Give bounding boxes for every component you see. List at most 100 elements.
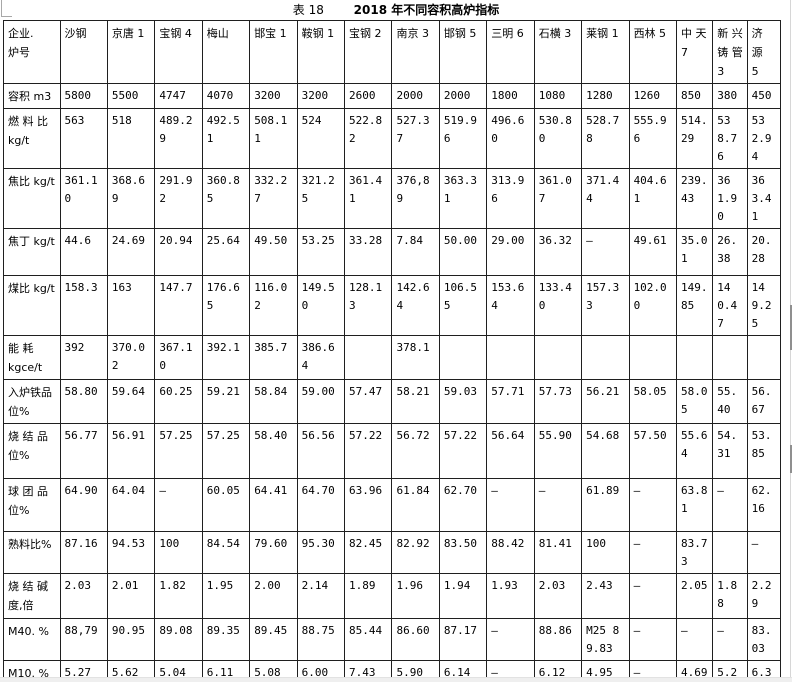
cell [344,335,393,380]
cell: 82.45 [344,531,393,574]
column-header: 宝钢 2 [344,20,393,84]
page-edge-corner-mark [1,0,12,17]
cell: 56.56 [296,423,346,479]
column-header: 鞍钢 1 [296,20,346,84]
cell: 380 [712,83,748,109]
cell: – [628,660,677,682]
cell: 376,89 [391,168,440,229]
cell: 61.84 [391,478,440,532]
cell: 367.10 [154,335,203,380]
cell: – [628,478,677,532]
cell: 4070 [201,83,251,109]
cell: 508.11 [249,108,298,169]
cell: 1260 [628,83,677,109]
column-header: 沙钢 [59,20,108,84]
cell: 56.91 [106,423,156,479]
cell: 850 [675,83,714,109]
cell: 1.95 [201,573,251,619]
cell [486,335,535,380]
cell: 2.14 [296,573,346,619]
cell: 7.43 [344,660,393,682]
cell: 62.16 [746,478,782,532]
cell: 57.71 [486,379,535,424]
cell: 363.41 [746,168,782,229]
scrollbar-mark[interactable] [790,445,792,473]
cell: – [486,478,535,532]
cell: 492.51 [201,108,251,169]
cell: 88.86 [533,618,583,661]
cell: 2600 [344,83,393,109]
cell: 519.96 [438,108,488,169]
cell: 20.94 [154,228,203,276]
cell: 147.7 [154,275,203,336]
cell: 378.1 [391,335,440,380]
cell: 527.37 [391,108,440,169]
cell: 81.41 [533,531,583,574]
cell: 1.82 [154,573,203,619]
cell: 62.70 [438,478,488,532]
row-label: 入炉铁品 位% [3,379,61,424]
cell: 404.61 [628,168,677,229]
column-header: 新 兴 铸 管 3 [712,20,748,84]
cell: 58.84 [249,379,298,424]
cell: 90.95 [106,618,156,661]
cell: 61.89 [581,478,630,532]
cell: 142.64 [391,275,440,336]
cell: 87.17 [438,618,488,661]
cell [438,335,488,380]
column-header: 莱钢 1 [581,20,630,84]
cell: 63.81 [675,478,714,532]
cell: 59.64 [106,379,156,424]
cell: M25 89.83 [581,618,630,661]
cell: 64.70 [296,478,346,532]
cell: 64.90 [59,478,108,532]
cell: 1.88 [712,573,748,619]
cell: 1280 [581,83,630,109]
cell: 489.29 [154,108,203,169]
cell: 128.13 [344,275,393,336]
row-label: 焦比 kg/t [3,168,61,229]
cell: 20.28 [746,228,782,276]
cell: 57.22 [344,423,393,479]
cell: 176.65 [201,275,251,336]
row-label: M10. % [3,660,61,682]
cell: 55.40 [712,379,748,424]
cell: 386.64 [296,335,346,380]
cell: 58.80 [59,379,108,424]
cell: 4.95 [581,660,630,682]
cell: 522.82 [344,108,393,169]
cell: 6.14 [438,660,488,682]
cell: 392 [59,335,108,380]
cell: – [712,478,748,532]
cell: 49.50 [249,228,298,276]
cell [675,335,714,380]
cell: – [486,618,535,661]
row-label: 能 耗 kgce/t [3,335,61,380]
table-row: 焦比 kg/t 361.10 368.69 291.92 360.85 332.27 321… [3,168,782,229]
cell: 36.32 [533,228,583,276]
row-label: M40. % [3,618,61,661]
row-label: 熟料比% [3,531,61,574]
cell: 371.44 [581,168,630,229]
column-header: 石横 3 [533,20,583,84]
cell [712,335,748,380]
cell: 56.77 [59,423,108,479]
table-row: 燃 料 比 kg/t 563 518 489.29 492.51 508.11 524 522… [3,108,782,169]
cell: 50.00 [438,228,488,276]
cell: 85.44 [344,618,393,661]
cell: – [675,618,714,661]
cell: 2.03 [533,573,583,619]
scrollbar-mark[interactable] [790,305,792,350]
cell: 87.16 [59,531,108,574]
row-label: 焦丁 kg/t [3,228,61,276]
cell: 5500 [106,83,156,109]
cell: 291.92 [154,168,203,229]
cell: 57.47 [344,379,393,424]
cell: 538.76 [712,108,748,169]
cell: 1.93 [486,573,535,619]
cell: 55.64 [675,423,714,479]
cell: 450 [746,83,782,109]
cell: 95.30 [296,531,346,574]
cell [628,335,677,380]
cell: 88.75 [296,618,346,661]
